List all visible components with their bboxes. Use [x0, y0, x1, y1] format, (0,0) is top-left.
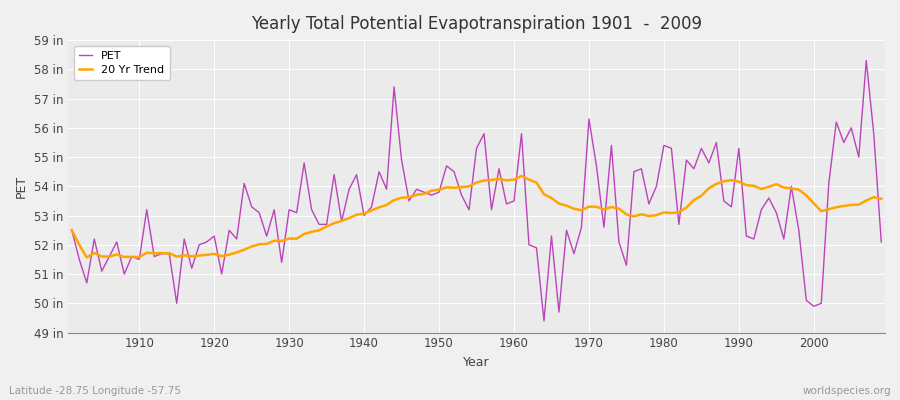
20 Yr Trend: [134, 255, 145, 260]
Legend: PET, 20 Yr Trend: PET, 20 Yr Trend: [74, 46, 170, 80]
20 Yr Trend: [299, 232, 310, 236]
PET: [126, 254, 137, 259]
Title: Yearly Total Potential Evapotranspiration 1901  -  2009: Yearly Total Potential Evapotranspiratio…: [251, 15, 702, 33]
Line: PET: PET: [72, 60, 881, 321]
PET: [508, 198, 519, 203]
PET: [337, 219, 347, 224]
20 Yr Trend: [508, 177, 519, 182]
X-axis label: Year: Year: [464, 356, 490, 369]
PET: [292, 210, 302, 215]
PET: [67, 228, 77, 233]
20 Yr Trend: [67, 228, 77, 233]
Text: Latitude -28.75 Longitude -57.75: Latitude -28.75 Longitude -57.75: [9, 386, 181, 396]
PET: [876, 240, 886, 244]
20 Yr Trend: [876, 196, 886, 201]
PET: [501, 202, 512, 206]
Y-axis label: PET: PET: [15, 175, 28, 198]
PET: [606, 143, 616, 148]
PET: [861, 58, 872, 63]
20 Yr Trend: [81, 255, 92, 260]
20 Yr Trend: [614, 206, 625, 211]
Line: 20 Yr Trend: 20 Yr Trend: [72, 176, 881, 258]
20 Yr Trend: [344, 216, 355, 220]
20 Yr Trend: [516, 174, 526, 178]
PET: [538, 318, 549, 323]
Text: worldspecies.org: worldspecies.org: [803, 386, 891, 396]
20 Yr Trend: [524, 177, 535, 182]
